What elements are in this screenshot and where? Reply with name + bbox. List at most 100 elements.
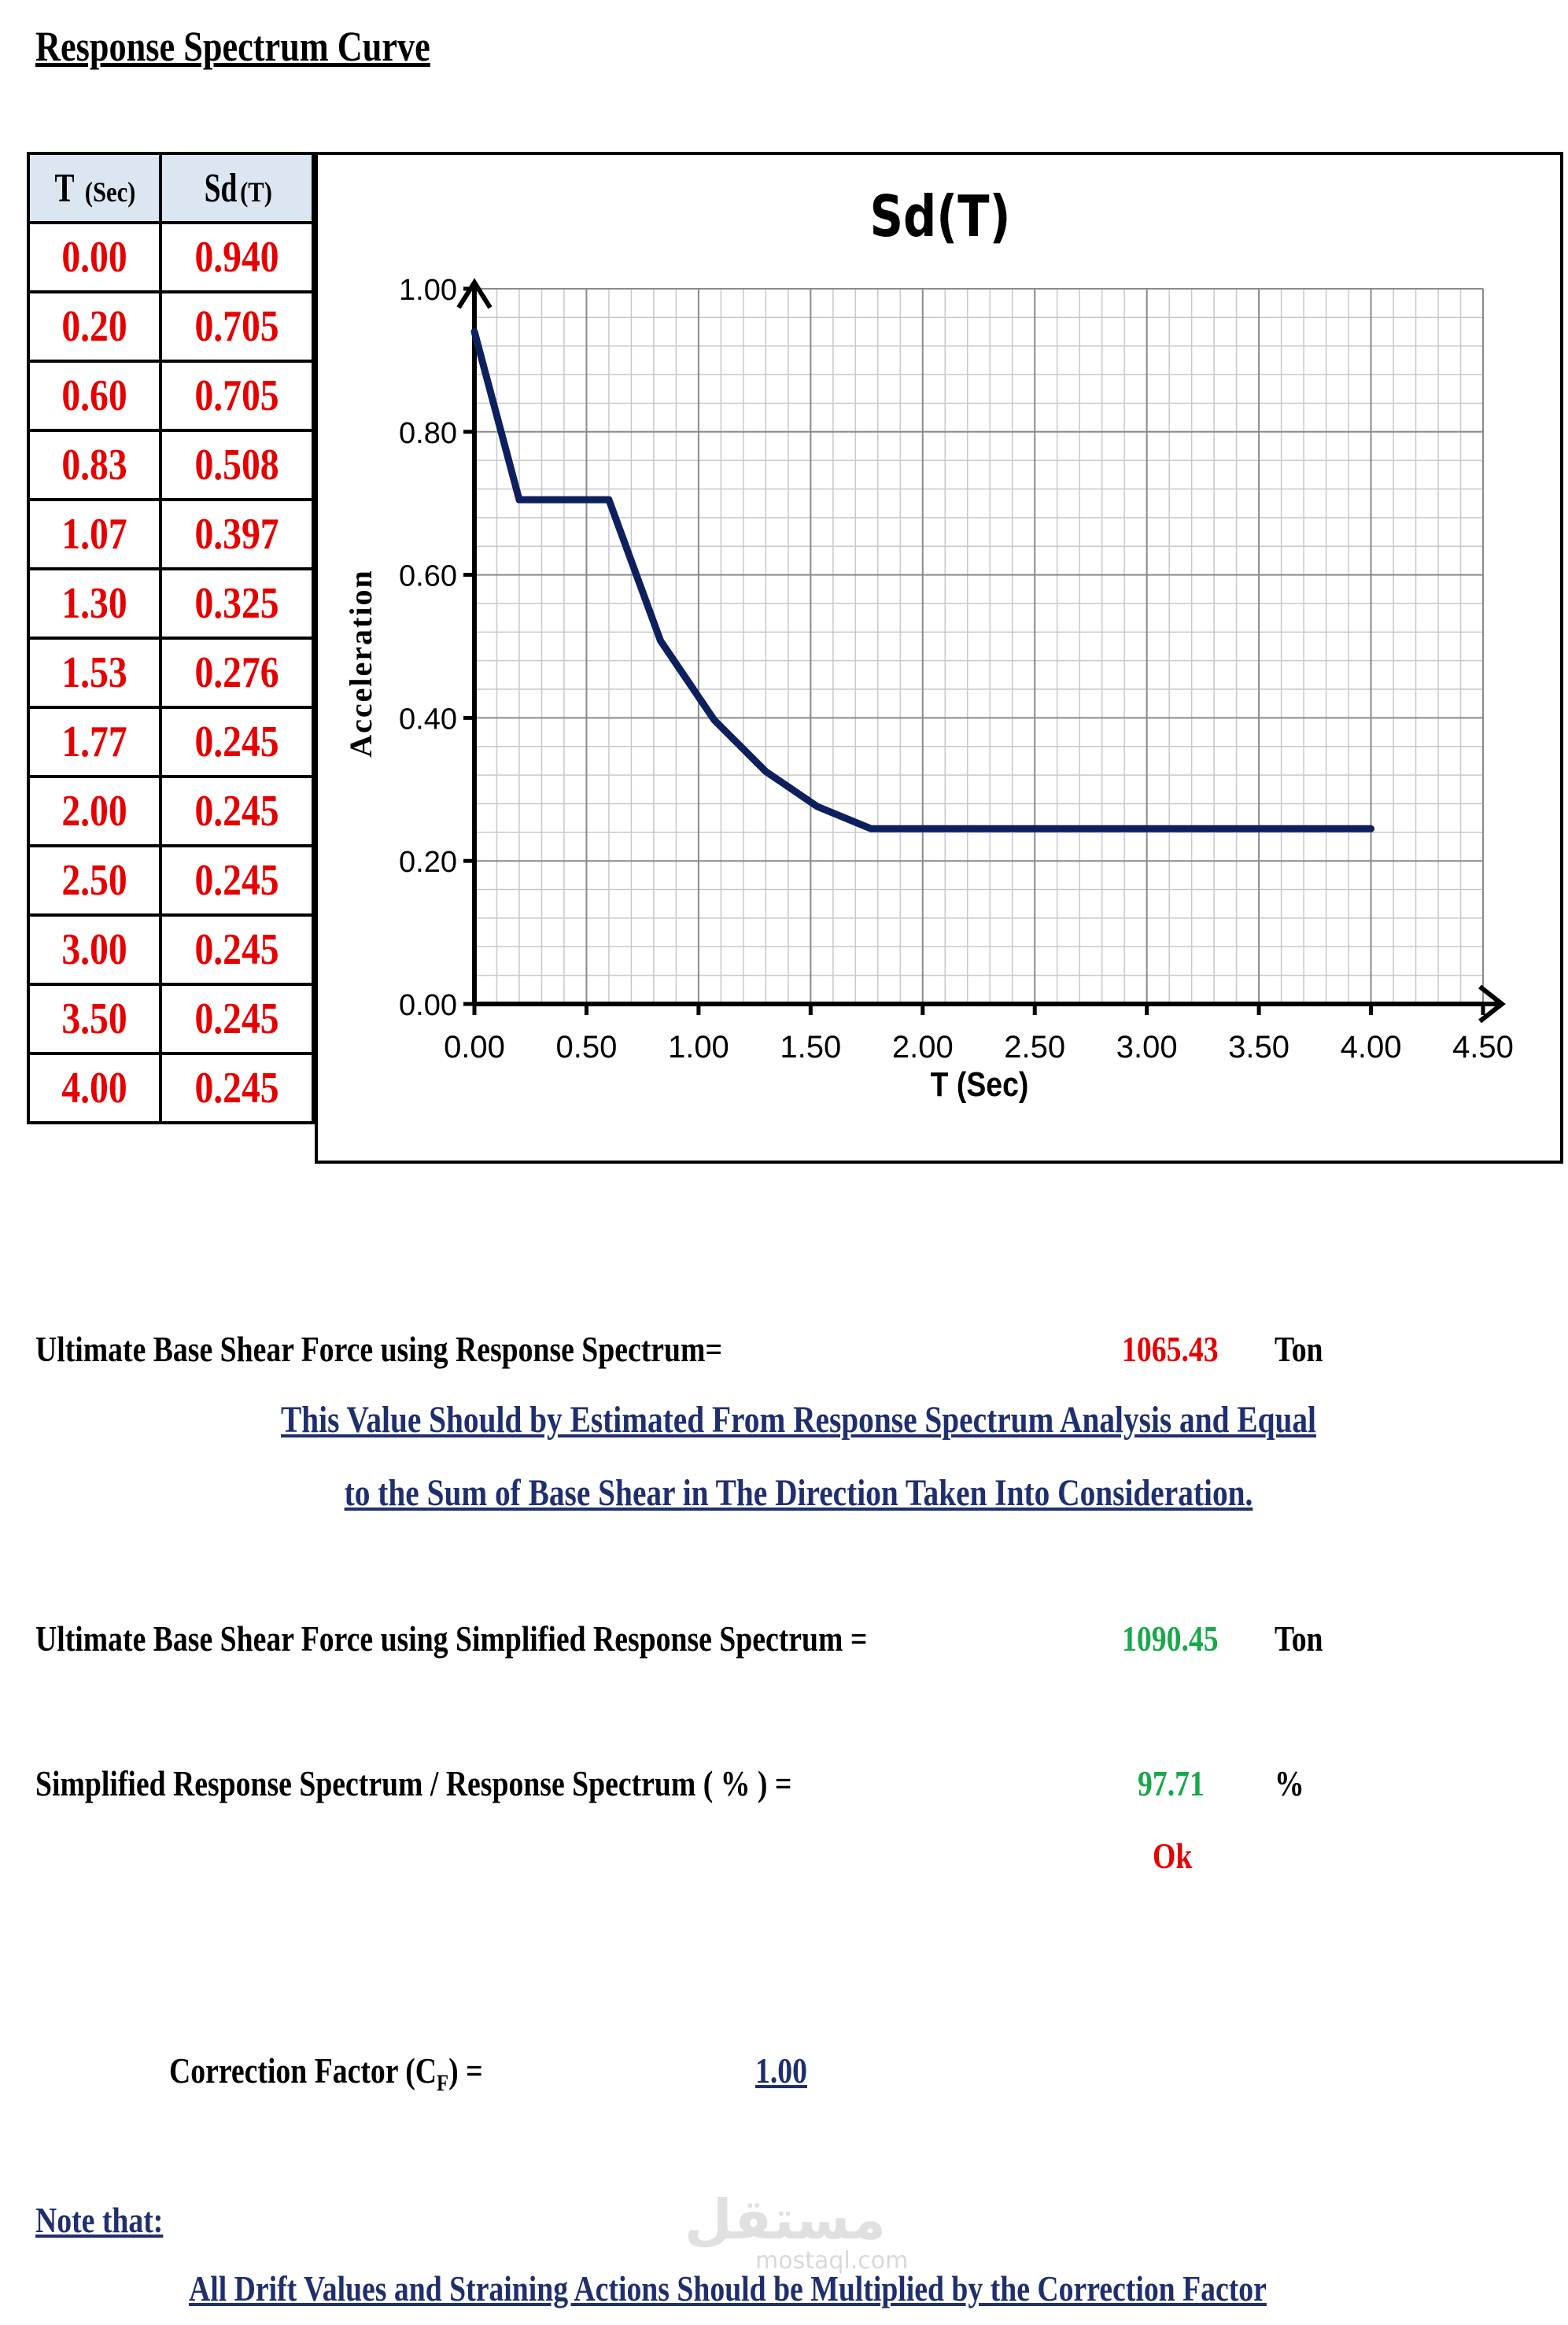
cell-sd-value: 0.245: [194, 1064, 279, 1113]
cell-sd-value: 0.508: [194, 441, 279, 489]
correction-factor-value: 1.00: [755, 2050, 808, 2091]
cell-sd-value: 0.325: [194, 579, 279, 628]
cell-sd-value: 0.245: [194, 718, 279, 766]
series-line: [470, 328, 1375, 832]
cell-period: 4.00: [27, 1052, 162, 1124]
response-spectrum-table: T (Sec) Sd (T) 0.00 0.940 0.20 0.705 0.60 0.70…: [27, 152, 315, 1124]
simplified-value: 1090.45: [1122, 1618, 1219, 1659]
y-tick-label: 0.60: [399, 560, 457, 593]
cell-period-value: 1.53: [61, 648, 127, 697]
cf-label-sub: F: [437, 2070, 449, 2097]
y-axis-title: Acceleration: [343, 569, 378, 757]
x-tick-label: 1.50: [780, 1030, 841, 1065]
x-tick-label: 2.50: [1004, 1030, 1065, 1065]
y-tick-label: 0.40: [399, 703, 457, 736]
cell-period-value: 0.00: [61, 233, 127, 282]
table-row: 0.60 0.705: [27, 360, 315, 432]
y-tick-label: 0.20: [399, 846, 457, 879]
simplified-unit: Ton: [1275, 1618, 1323, 1659]
cell-sd: 0.940: [159, 221, 315, 293]
cell-period: 0.20: [27, 290, 162, 363]
ratio-label: Simplified Response Spectrum / Response …: [35, 1763, 792, 1803]
cell-sd: 0.245: [159, 913, 315, 986]
x-tick-label: 4.50: [1452, 1030, 1514, 1065]
note-line-1: This Value Should by Estimated From Resp…: [281, 1399, 1316, 1441]
x-tick-label: 2.00: [892, 1030, 954, 1065]
base-shear-unit: Ton: [1275, 1329, 1323, 1369]
cell-period-value: 3.00: [61, 925, 127, 974]
header-t-unit: (Sec): [84, 175, 136, 208]
x-axis-arrow: [1478, 984, 1506, 1024]
simplified-label: Ultimate Base Shear Force using Simplifi…: [35, 1618, 868, 1659]
cf-label-pre: Correction Factor (C: [169, 2050, 437, 2091]
chart-title: Sd(T): [870, 183, 1011, 249]
cell-period: 1.77: [27, 706, 162, 778]
cell-sd: 0.705: [159, 360, 315, 432]
cell-sd-value: 0.397: [194, 510, 279, 559]
cell-period: 2.00: [27, 775, 162, 847]
x-tick-label: 4.00: [1341, 1030, 1402, 1065]
y-tick-label: 0.00: [399, 989, 457, 1022]
watermark-logo: مستقل: [684, 2187, 887, 2252]
cell-period: 1.30: [27, 567, 162, 640]
note-heading: Note that:: [35, 2200, 164, 2240]
cell-period-value: 0.20: [61, 302, 127, 351]
y-axis-arrow: [456, 278, 493, 309]
cell-sd: 0.325: [159, 567, 315, 640]
x-tick-label: 3.00: [1116, 1030, 1178, 1065]
table-row: 1.77 0.245: [27, 706, 315, 778]
cell-period-value: 4.00: [61, 1064, 127, 1113]
cell-sd: 0.245: [159, 844, 315, 917]
cell-sd-value: 0.705: [194, 371, 279, 420]
table-row: 4.00 0.245: [27, 1052, 315, 1124]
x-axis-title: T (Sec): [931, 1065, 1029, 1104]
ratio-value: 97.71: [1138, 1763, 1205, 1803]
table-row: 0.00 0.940: [27, 221, 315, 293]
y-tick-label: 0.80: [399, 417, 457, 450]
cell-sd: 0.245: [159, 775, 315, 847]
cell-sd: 0.245: [159, 1052, 315, 1124]
cell-sd: 0.705: [159, 290, 315, 363]
watermark-url: mostaql.com: [755, 2247, 909, 2275]
note-text: All Drift Values and Straining Actions S…: [189, 2268, 1267, 2308]
cell-period-value: 1.07: [61, 510, 127, 559]
status-ok: Ok: [1153, 1836, 1193, 1876]
cell-period: 0.60: [27, 360, 162, 432]
table-row: 2.50 0.245: [27, 844, 315, 917]
cell-sd-value: 0.705: [194, 302, 279, 351]
chart-frame: [315, 152, 1563, 1164]
cell-sd-value: 0.245: [194, 787, 279, 836]
response-spectrum-chart: 0.00 0.50 1.00 1.50 2.00 2.50 3.00 3.50 4.00 4.50…: [343, 183, 1514, 1104]
cell-sd: 0.397: [159, 498, 315, 570]
page-title: Response Spectrum Curve: [35, 23, 430, 70]
cell-sd-value: 0.245: [194, 925, 279, 974]
cell-period-value: 0.60: [61, 371, 127, 420]
table-header-row: T (Sec) Sd (T): [27, 152, 315, 224]
cell-sd-value: 0.276: [194, 648, 279, 697]
table-row: 1.53 0.276: [27, 637, 315, 709]
cell-sd-value: 0.245: [194, 995, 279, 1043]
header-t: T (Sec): [27, 152, 162, 224]
cell-period: 0.00: [27, 221, 162, 293]
cell-period: 3.00: [27, 913, 162, 986]
x-tick-label: 0.00: [444, 1030, 505, 1065]
header-sd: Sd (T): [159, 152, 315, 224]
x-tick-label: 3.50: [1228, 1030, 1289, 1065]
table-row: 3.00 0.245: [27, 913, 315, 986]
cell-sd: 0.276: [159, 637, 315, 709]
cell-sd: 0.508: [159, 429, 315, 501]
cell-period-value: 3.50: [61, 995, 127, 1043]
cell-period-value: 1.30: [61, 579, 127, 628]
cell-period-value: 2.50: [61, 856, 127, 905]
cell-period: 0.83: [27, 429, 162, 501]
y-tick-label: 1.00: [399, 274, 457, 307]
table-row: 3.50 0.245: [27, 983, 315, 1055]
note-line-2: to the Sum of Base Shear in The Directio…: [344, 1472, 1253, 1514]
cell-sd-value: 0.940: [194, 233, 279, 282]
ratio-unit: %: [1275, 1763, 1304, 1803]
cell-period: 3.50: [27, 983, 162, 1055]
x-tick-label: 1.00: [668, 1030, 729, 1065]
header-sd-unit: (T): [240, 175, 272, 208]
header-t-main: T: [54, 165, 75, 211]
x-tick-label: 0.50: [556, 1030, 618, 1065]
